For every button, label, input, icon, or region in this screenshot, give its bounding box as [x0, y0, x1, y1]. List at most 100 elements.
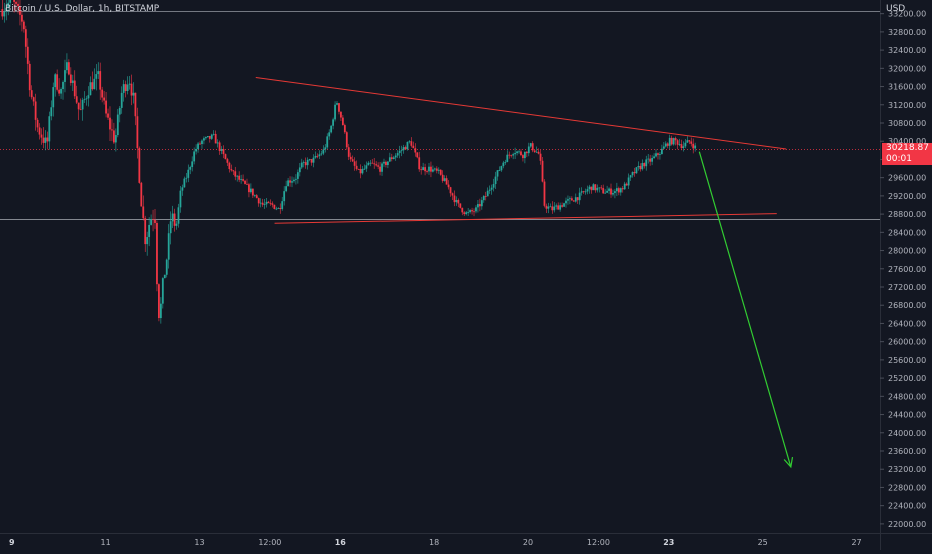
y-tick-label: 26000.00 — [888, 338, 926, 347]
candle-body — [353, 161, 356, 166]
candle-body — [312, 157, 315, 163]
candle-body — [381, 163, 383, 172]
candle-body — [541, 160, 544, 182]
candle-body — [177, 207, 180, 224]
candle-body — [625, 183, 628, 186]
candle-body — [62, 81, 64, 89]
candle-body — [220, 149, 223, 151]
candle-body — [563, 203, 565, 207]
candle-body — [621, 188, 624, 190]
candle-body — [445, 178, 448, 185]
candle-body — [477, 204, 479, 208]
candle-body — [482, 196, 485, 201]
candle-body — [392, 157, 395, 160]
candle-body — [296, 172, 299, 179]
candle-body — [351, 159, 354, 162]
candle-body — [179, 190, 182, 208]
candle-body — [432, 169, 434, 172]
candle-body — [594, 184, 597, 191]
candle-body — [373, 163, 376, 165]
candle-body — [598, 187, 601, 189]
candle-body — [543, 181, 546, 206]
candle-body — [134, 92, 137, 117]
candle-body — [461, 207, 464, 213]
candle-body — [666, 143, 669, 146]
candle-body — [504, 162, 507, 163]
candle-body — [126, 84, 129, 91]
candle-body — [578, 192, 581, 201]
candle-body — [40, 134, 43, 138]
x-tick-label: 9 — [9, 538, 15, 547]
last-price-tag: 30218.87 00:01 — [882, 143, 932, 166]
candle-body — [655, 153, 657, 157]
candle-body — [324, 147, 327, 150]
forecast-arrow[interactable] — [698, 151, 792, 468]
candle-body — [289, 180, 291, 183]
candle-body — [684, 142, 687, 147]
candle-body — [279, 207, 282, 210]
candle-body — [433, 168, 436, 170]
candle-body — [165, 259, 168, 275]
candle-body — [114, 135, 117, 143]
candle-body — [293, 179, 295, 182]
candle-body — [549, 206, 552, 208]
candle-body — [46, 137, 49, 142]
candle-body — [614, 191, 616, 194]
upper-trendline[interactable] — [255, 76, 787, 150]
candle-body — [336, 103, 338, 105]
candle-body — [469, 210, 471, 213]
candle-body — [473, 211, 475, 213]
x-tick-label: 25 — [758, 538, 768, 547]
candle-body — [615, 188, 618, 192]
candle-body — [302, 162, 305, 163]
candle-body — [30, 90, 33, 98]
candle-body — [5, 7, 8, 12]
candle-body — [73, 80, 76, 97]
candle-body — [244, 180, 246, 184]
candle-body — [385, 161, 387, 166]
candle-body — [404, 147, 407, 150]
candle-body — [523, 151, 526, 159]
lower-trendline[interactable] — [274, 213, 777, 224]
candle-body — [330, 125, 333, 133]
candle-body — [291, 181, 293, 183]
candle-body — [203, 138, 205, 141]
candle-body — [38, 127, 41, 135]
candle-body — [320, 153, 323, 155]
candle-body — [17, 3, 19, 7]
candle-body — [388, 157, 391, 162]
candle-body — [146, 237, 149, 245]
candle-body — [596, 187, 599, 191]
candle-body — [340, 111, 342, 118]
candle-body — [561, 205, 563, 207]
candle-body — [602, 188, 605, 194]
candle-body — [91, 82, 94, 90]
candle-body — [230, 169, 233, 171]
candle-body — [522, 155, 524, 159]
y-tick-label: 25200.00 — [888, 374, 926, 383]
candle-body — [26, 46, 29, 64]
candle-body — [273, 204, 276, 209]
candle-body — [494, 176, 497, 185]
candle-body — [428, 166, 430, 172]
candle-body — [629, 175, 632, 178]
y-tick-label: 27200.00 — [888, 283, 926, 292]
candle-body — [332, 119, 334, 126]
candle-body — [471, 210, 473, 212]
candle-body — [580, 191, 583, 193]
candle-body — [214, 133, 217, 144]
candle-body — [457, 200, 460, 204]
candle-body — [7, 2, 10, 8]
candle-body — [240, 179, 243, 180]
candle-body — [185, 177, 188, 179]
candle-body — [567, 199, 569, 201]
y-tick-label: 24800.00 — [888, 392, 926, 401]
candle-body — [369, 162, 372, 164]
candle-body — [410, 141, 413, 146]
candle-body — [42, 137, 45, 143]
candle-body — [251, 188, 254, 196]
candle-body — [69, 74, 72, 83]
candle-body — [316, 155, 319, 157]
